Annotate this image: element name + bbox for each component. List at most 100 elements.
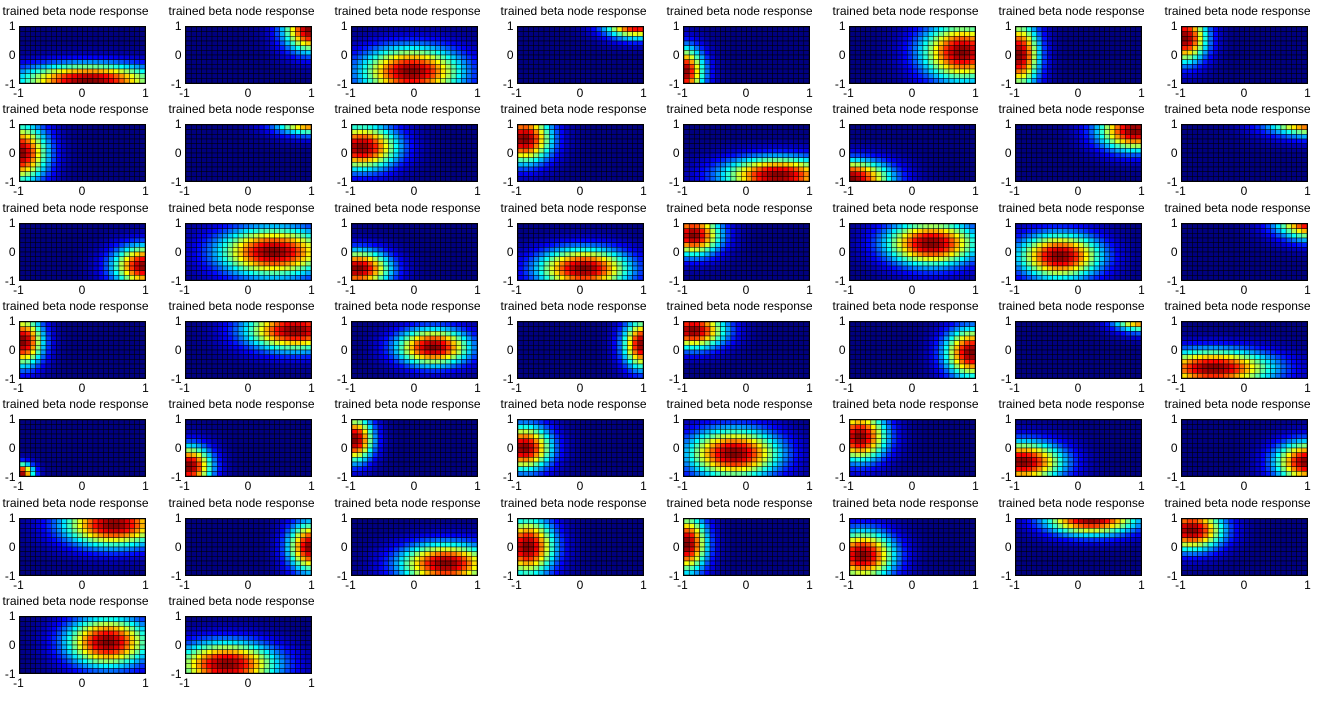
- heatmap-cell: [631, 64, 638, 70]
- heatmap-cell: [1067, 59, 1074, 65]
- heatmap-cell: [242, 40, 249, 46]
- heatmap-cell: [71, 73, 78, 79]
- heatmap-cell: [1186, 176, 1193, 182]
- heatmap-cell: [969, 68, 975, 74]
- heatmap-cell: [1212, 125, 1219, 131]
- heatmap-cell: [24, 27, 31, 32]
- heatmap-cell: [377, 27, 383, 32]
- heatmap-cell: [600, 54, 607, 60]
- heatmap-cell: [1264, 157, 1271, 163]
- heatmap-cell: [1082, 54, 1089, 60]
- heatmap-cell: [226, 73, 233, 79]
- heatmap-cell: [631, 148, 638, 154]
- heatmap-cell: [1233, 153, 1240, 159]
- heatmap-cell: [1082, 129, 1089, 135]
- heatmap-cell: [859, 68, 866, 74]
- heatmap-cell: [1207, 68, 1213, 74]
- heatmap-cell: [294, 162, 301, 168]
- heatmap-cell: [1217, 73, 1224, 79]
- heatmap-cell: [1088, 129, 1094, 135]
- heatmap-cell: [107, 125, 114, 131]
- heatmap-cell: [284, 27, 290, 32]
- heatmap-cell: [1103, 157, 1110, 163]
- heatmap-cell: [24, 78, 31, 83]
- heatmap-cell: [875, 148, 881, 154]
- heatmap-cell: [55, 176, 62, 182]
- heatmap-cell: [273, 129, 280, 135]
- heatmap-cell: [558, 45, 565, 51]
- heatmap-cell: [1275, 125, 1281, 131]
- heatmap-cell: [543, 167, 549, 173]
- heatmap-cell: [123, 260, 130, 266]
- heatmap-cell: [398, 73, 404, 79]
- heatmap-cell: [445, 176, 451, 182]
- heatmap-cell: [1290, 157, 1297, 163]
- heatmap-cell: [195, 64, 202, 70]
- heatmap-cell: [1051, 68, 1058, 74]
- heatmap-cell: [906, 54, 913, 60]
- heatmap-cell: [611, 36, 617, 42]
- heatmap-cell: [279, 134, 285, 140]
- heatmap-cell: [185, 78, 191, 83]
- heatmap-cell: [590, 40, 596, 46]
- heatmap-cell: [206, 31, 212, 37]
- heatmap-cell: [1015, 64, 1021, 70]
- heatmap-cell: [1196, 153, 1203, 159]
- heatmap-cell: [289, 50, 296, 56]
- heatmap-cell: [750, 139, 757, 145]
- heatmap-cell: [81, 50, 88, 56]
- heatmap-cell: [579, 171, 586, 177]
- heatmap-cell: [92, 125, 98, 131]
- heatmap-cell: [714, 167, 721, 173]
- heatmap-cell: [50, 260, 57, 266]
- heatmap-cell: [538, 31, 544, 37]
- heatmap-cell: [558, 148, 565, 154]
- heatmap-cell: [226, 45, 233, 51]
- heatmap-cell: [92, 256, 98, 262]
- heatmap-cell: [45, 171, 51, 177]
- heatmap-cell: [294, 148, 301, 154]
- heatmap-cell: [1135, 157, 1141, 163]
- heatmap-cell: [221, 36, 228, 42]
- heatmap-cell: [1217, 148, 1224, 154]
- heatmap-cell: [885, 36, 892, 42]
- heatmap-cell: [418, 162, 425, 168]
- heatmap-cell: [709, 31, 715, 37]
- heatmap-cell: [29, 73, 36, 79]
- heatmap-cell: [455, 27, 462, 32]
- heatmap-cell: [1015, 40, 1021, 46]
- heatmap-cell: [1051, 171, 1058, 177]
- heatmap-cell: [1290, 148, 1297, 154]
- heatmap-cell: [543, 31, 549, 37]
- heatmap-cell: [1243, 54, 1250, 60]
- heatmap-cell: [1051, 134, 1058, 140]
- heatmap-cell: [611, 176, 617, 182]
- heatmap-cell: [71, 125, 78, 131]
- heatmap-cell: [1025, 129, 1032, 135]
- heatmap-cell: [849, 162, 855, 168]
- heatmap-cell: [600, 68, 607, 74]
- heatmap-cell: [29, 167, 36, 173]
- heatmap-cell: [782, 31, 788, 37]
- heatmap-cell: [616, 45, 622, 51]
- heatmap-cell: [698, 176, 705, 182]
- heatmap-cell: [118, 27, 124, 32]
- heatmap-cell: [953, 45, 960, 51]
- heatmap-cell: [128, 162, 135, 168]
- heatmap-cell: [1248, 31, 1255, 37]
- heatmap-cell: [429, 27, 436, 32]
- heatmap-cell: [969, 134, 975, 140]
- heatmap-cell: [616, 125, 622, 131]
- heatmap-cell: [616, 50, 622, 56]
- heatmap-cell: [413, 54, 420, 60]
- heatmap-cell: [284, 162, 290, 168]
- heatmap-cell: [242, 167, 249, 173]
- heatmap-cell: [590, 176, 596, 182]
- heatmap-cell: [885, 54, 892, 60]
- heatmap-cell: [450, 129, 456, 135]
- heatmap-cell: [543, 139, 549, 145]
- heatmap-cell: [200, 125, 207, 131]
- heatmap-cell: [782, 27, 788, 32]
- heatmap-cell: [24, 228, 31, 234]
- heatmap-cell: [366, 143, 373, 149]
